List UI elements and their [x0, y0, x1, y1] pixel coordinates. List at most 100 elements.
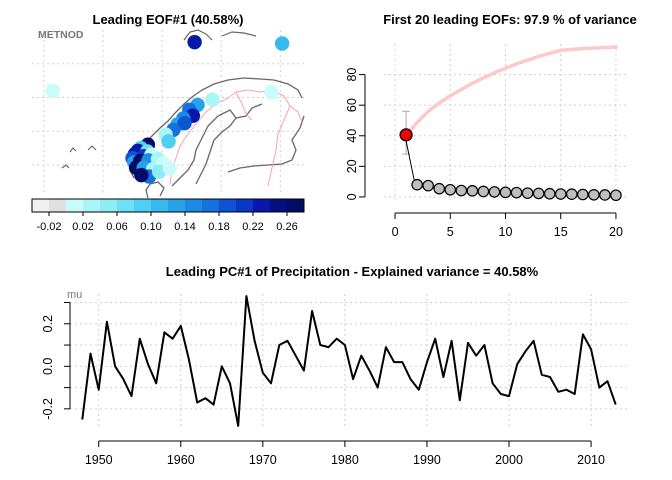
eof-y-tick-label: 40	[345, 129, 359, 143]
eof-marks	[399, 45, 622, 202]
pc-series-line	[81, 295, 617, 427]
colorbar-segment	[270, 199, 288, 212]
eof-point	[510, 186, 523, 199]
map-title: Leading EOF#1 (40.58%)	[93, 12, 244, 27]
colorbar-segment	[151, 199, 169, 212]
station-marker	[187, 34, 202, 50]
eof-point	[444, 183, 457, 196]
eof-y-tick-label: 0	[345, 193, 359, 200]
colorbar-segment	[253, 199, 271, 212]
map-panel: Leading EOF#1 (40.58%) METNOD -0.02 0.02 0…	[31, 12, 305, 233]
eof-point	[477, 185, 490, 198]
eof-title: First 20 leading EOFs: 97.9 % of varianc…	[383, 12, 637, 27]
eof-point-leading	[399, 128, 413, 142]
colorbar-segment	[219, 199, 237, 212]
eof-point	[565, 188, 578, 200]
cumulative-variance-line	[404, 45, 618, 137]
eof-point	[422, 179, 434, 192]
leading-eof-connector	[405, 140, 415, 180]
colorbar-tick-label: 0.26	[276, 221, 297, 233]
colorbar-segment	[83, 199, 101, 212]
eof-x-tick-label: 0	[392, 225, 399, 239]
border-russia	[289, 105, 303, 123]
coastline-finland	[227, 103, 305, 173]
station-marker	[134, 167, 149, 183]
station-marker	[205, 92, 220, 107]
coastline-svalbard	[183, 29, 257, 41]
eof-x-tick-label: 5	[447, 225, 454, 239]
colorbar-tick-label: 0.02	[72, 221, 93, 233]
pc-y-tick-label: -0.2	[41, 398, 55, 420]
eof-point	[610, 189, 622, 202]
colorbar: -0.02 0.02 0.06 0.10 0.14 0.18 0.22 0.26	[31, 198, 305, 233]
pc-unit-label: mu	[67, 289, 82, 301]
colorbar-segment	[100, 199, 118, 212]
pc-x-tick-label: 1950	[85, 453, 113, 467]
eof-point	[599, 189, 611, 201]
eof-point	[411, 178, 423, 191]
eof-point	[543, 187, 556, 200]
coastline-denmark	[145, 181, 165, 199]
eof-point	[433, 182, 446, 195]
colorbar-segment	[185, 199, 203, 212]
eof-x-tick-label: 15	[554, 225, 568, 239]
map-geography	[61, 29, 305, 199]
pc-x-tick-label: 1980	[331, 453, 359, 467]
eof-point	[588, 189, 600, 201]
pc-title: Leading PC#1 of Precipitation - Explaine…	[166, 264, 539, 279]
pc-x-tick-label: 2000	[495, 453, 523, 467]
eof-y-tick-label: 80	[345, 68, 359, 82]
colorbar-segment	[66, 199, 84, 212]
pc-marks	[81, 295, 617, 427]
source-label: METNOD	[38, 29, 84, 41]
eof-point	[521, 187, 534, 199]
station-marker	[45, 83, 60, 98]
colorbar-segment	[287, 199, 305, 212]
pc-y-tick-label: 0.2	[41, 315, 55, 332]
eof-gridlines	[384, 44, 627, 200]
colorbar-tick-label: 0.10	[140, 221, 161, 233]
eof-y-tick-label: 20	[345, 159, 359, 173]
eof-y-tick-label: 60	[345, 98, 359, 112]
station-marker	[274, 36, 290, 51]
colorbar-tick-label: 0.22	[242, 221, 263, 233]
colorbar-tick-label: -0.02	[36, 221, 61, 233]
station-marker	[162, 161, 177, 176]
eof-point	[577, 188, 589, 201]
eof-x-tick-label: 20	[609, 225, 623, 239]
eof-point	[466, 185, 479, 197]
colorbar-tick-label: 0.06	[106, 221, 127, 233]
colorbar-segment	[49, 199, 67, 212]
colorbar-segment	[236, 199, 254, 212]
colorbar-segment	[117, 199, 135, 212]
border-sweden-finland	[235, 89, 291, 121]
pc-x-tick-label: 2010	[577, 453, 605, 467]
eof-axes: 0 20 40 60 80 0 5 10 15 20	[345, 68, 623, 239]
colorbar-segment	[202, 199, 220, 212]
colorbar-segment	[134, 199, 152, 212]
border-finland-russia	[267, 105, 291, 187]
colorbar-tick-label: 0.14	[174, 221, 195, 233]
station-markers	[45, 34, 290, 184]
pc-x-tick-label: 1970	[249, 453, 277, 467]
pc-y-tick-label: 0.0	[41, 358, 55, 375]
colorbar-frame	[31, 198, 305, 213]
eof-panel: First 20 leading EOFs: 97.9 % of varianc…	[345, 12, 637, 239]
pc-panel: Leading PC#1 of Precipitation - Explaine…	[41, 264, 628, 467]
station-marker	[161, 134, 176, 149]
coastline-sweden	[171, 109, 237, 187]
pc-x-tick-label: 1960	[167, 453, 195, 467]
pc-x-tick-label: 1990	[413, 453, 441, 467]
station-marker	[264, 84, 279, 100]
coastline-faroes	[61, 145, 97, 169]
eof-point	[532, 187, 545, 200]
pc-axes: -0.2 0.0 0.2 1950 1960 1970 1980 1990 2000 2010	[41, 302, 605, 467]
eof-point	[455, 184, 468, 197]
eof-x-tick-label: 10	[499, 225, 513, 239]
colorbar-segment	[32, 199, 50, 212]
eof-point	[488, 186, 501, 198]
colorbar-segment	[168, 199, 186, 212]
station-marker	[177, 115, 192, 131]
eof-point	[554, 188, 567, 200]
